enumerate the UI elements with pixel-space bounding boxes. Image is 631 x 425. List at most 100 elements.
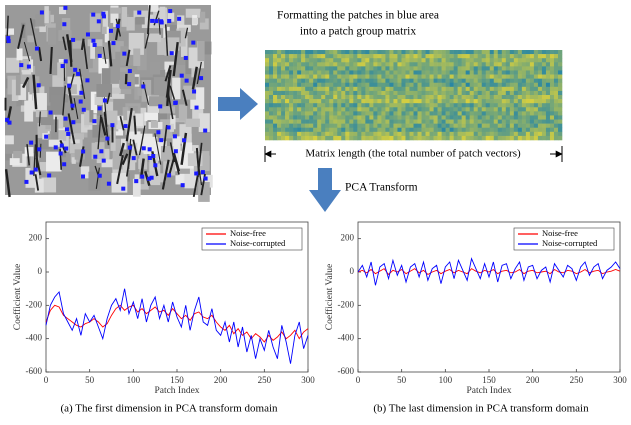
matrix-cell	[357, 135, 362, 141]
matrix-cell	[325, 58, 330, 63]
matrix-cell	[289, 99, 294, 104]
texture-plate	[60, 131, 69, 152]
matrix-cell	[497, 54, 503, 59]
texture-crack	[184, 27, 189, 39]
matrix-cell	[469, 74, 475, 79]
matrix-cell	[485, 66, 491, 71]
matrix-cell	[277, 115, 282, 120]
matrix-cell	[429, 74, 434, 79]
matrix-cell	[557, 119, 563, 124]
matrix-cell	[349, 95, 354, 100]
matrix-cell	[269, 82, 274, 88]
matrix-cell	[301, 103, 306, 108]
matrix-cell	[413, 58, 418, 63]
texture-plate	[172, 136, 181, 154]
matrix-cell	[297, 119, 302, 124]
matrix-cell	[497, 115, 503, 120]
matrix-cell	[393, 107, 398, 112]
matrix-cell	[493, 74, 499, 79]
texture-crack	[82, 39, 89, 70]
matrix-cell	[445, 74, 450, 79]
matrix-cell	[473, 54, 479, 59]
matrix-cell	[289, 123, 294, 129]
patch-marker	[63, 116, 68, 121]
matrix-cell	[433, 66, 438, 71]
matrix-cell	[289, 74, 294, 79]
matrix-cell	[337, 95, 342, 100]
matrix-cell	[517, 107, 523, 112]
matrix-cell	[497, 78, 503, 84]
matrix-cell	[273, 107, 278, 112]
matrix-cell	[473, 95, 479, 100]
matrix-cell	[509, 54, 515, 59]
patch-marker	[153, 163, 158, 168]
matrix-cell	[385, 70, 390, 75]
matrix-cell	[501, 90, 507, 96]
matrix-cell	[305, 103, 310, 108]
matrix-cell	[341, 74, 346, 79]
matrix-cell	[521, 131, 527, 137]
matrix-cell	[361, 82, 366, 88]
matrix-cell	[505, 70, 511, 75]
matrix-cell	[385, 86, 390, 92]
texture-plate	[128, 131, 141, 143]
matrix-cell	[465, 66, 470, 71]
matrix-cell	[405, 78, 410, 84]
texture-plate	[6, 57, 20, 73]
matrix-cell	[505, 54, 511, 59]
matrix-cell	[413, 99, 418, 104]
matrix-cell	[405, 70, 410, 75]
matrix-cell	[517, 119, 523, 124]
matrix-cell	[405, 107, 410, 112]
matrix-cell	[313, 107, 318, 112]
matrix-cell	[273, 90, 278, 96]
texture-plate	[16, 96, 22, 107]
matrix-cell	[525, 54, 531, 59]
matrix-cell	[289, 115, 294, 120]
matrix-cell	[353, 135, 358, 141]
matrix-cell	[421, 127, 426, 133]
matrix-cell	[365, 99, 370, 104]
matrix-cell	[553, 103, 559, 108]
patch-marker	[183, 55, 188, 60]
matrix-cell	[425, 86, 430, 92]
matrix-cell	[349, 78, 354, 84]
matrix-cell	[385, 50, 390, 55]
matrix-cell	[457, 86, 462, 92]
matrix-cell	[533, 54, 539, 59]
matrix-cell	[513, 54, 519, 59]
matrix-cell	[501, 127, 507, 133]
matrix-cell	[365, 50, 370, 55]
x-tick-label: 150	[482, 375, 496, 385]
matrix-cell	[529, 123, 535, 129]
matrix-cell	[357, 90, 362, 96]
matrix-cell	[273, 54, 278, 59]
matrix-cell	[445, 90, 450, 96]
matrix-cell	[465, 111, 470, 116]
matrix-cell	[469, 127, 475, 133]
patch-marker	[99, 149, 104, 154]
matrix-cell	[553, 111, 559, 116]
matrix-cell	[517, 99, 523, 104]
matrix-cell	[265, 135, 270, 141]
matrix-cell	[441, 95, 446, 100]
matrix-cell	[449, 70, 454, 75]
matrix-cell	[393, 90, 398, 96]
matrix-cell	[433, 54, 438, 59]
matrix-cell	[357, 74, 362, 79]
texture-plate	[198, 113, 210, 132]
matrix-cell	[369, 90, 374, 96]
matrix-cell	[413, 74, 418, 79]
matrix-cell	[441, 78, 446, 84]
texture-crack	[121, 153, 129, 166]
matrix-cell	[433, 74, 438, 79]
matrix-cell	[329, 127, 334, 133]
matrix-cell	[557, 86, 563, 92]
matrix-cell	[317, 66, 322, 71]
matrix-cell	[437, 107, 442, 112]
matrix-cell	[289, 103, 294, 108]
matrix-cell	[405, 50, 410, 55]
texture-plate	[31, 19, 37, 27]
y-axis-label: Coefficient Value	[324, 264, 335, 330]
matrix-cell	[477, 103, 483, 108]
